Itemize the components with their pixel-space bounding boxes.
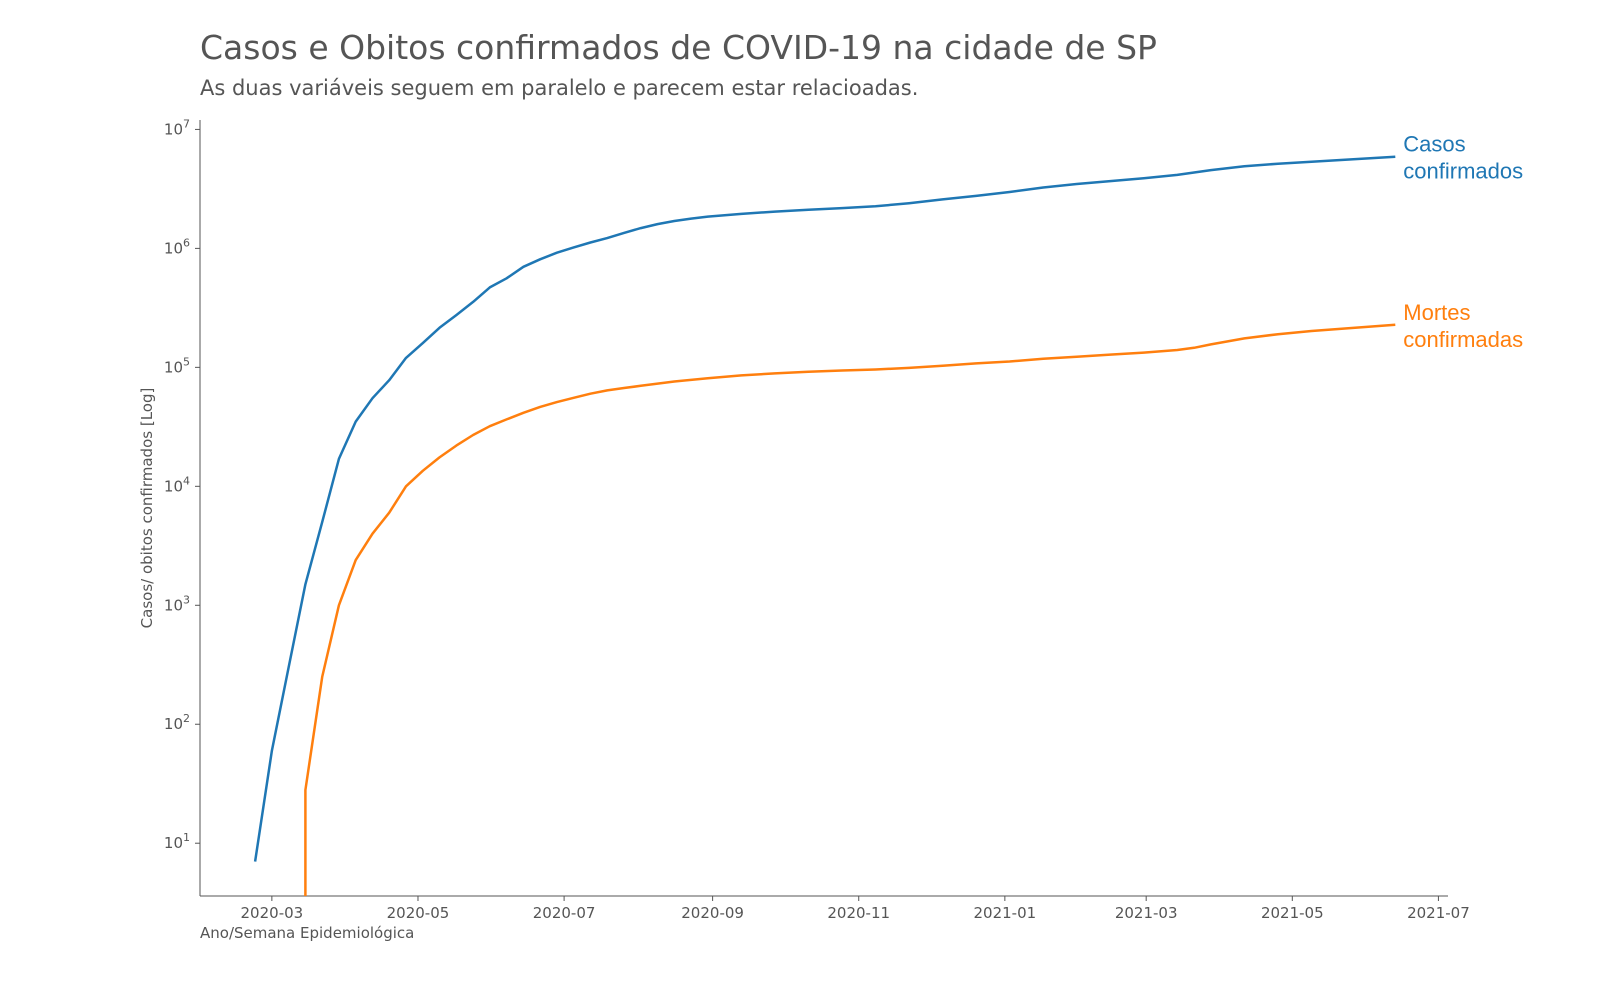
y-tick-label: 103 <box>164 593 190 614</box>
x-tick-label: 2020-07 <box>533 904 596 922</box>
y-axis-title: Casos/ obitos confirmados [Log] <box>138 388 156 629</box>
x-tick-label: 2020-09 <box>681 904 744 922</box>
x-tick-label: 2021-05 <box>1261 904 1324 922</box>
series-line-mortes <box>304 323 1396 896</box>
series-label-mortes: Mortes confirmadas <box>1403 300 1523 352</box>
chart-title: Casos e Obitos confirmados de COVID-19 n… <box>200 28 1157 67</box>
y-tick-label: 105 <box>164 355 190 376</box>
y-tick-label: 104 <box>164 474 190 495</box>
axes <box>199 120 1448 897</box>
series-labels: Casos confirmados Mortes confirmadas <box>1403 132 1523 352</box>
series-line-casos <box>253 155 1396 862</box>
x-tick-label: 2020-11 <box>827 904 890 922</box>
y-tick-label: 102 <box>164 712 190 733</box>
y-tick-label: 101 <box>164 831 190 852</box>
chart-subtitle: As duas variáveis seguem em paralelo e p… <box>200 76 919 100</box>
series-label-casos: Casos confirmados <box>1403 132 1523 184</box>
y-tick-label: 106 <box>164 236 190 257</box>
x-tick-label: 2021-03 <box>1115 904 1178 922</box>
x-tick-label: 2020-03 <box>241 904 304 922</box>
x-axis-title: Ano/Semana Epidemiológica <box>200 924 414 942</box>
x-tick-label: 2020-05 <box>387 904 450 922</box>
x-axis-ticks: 2020-03 2020-05 2020-07 2020-09 2020-11 2021-… <box>241 896 1470 922</box>
y-tick-label: 107 <box>164 117 190 138</box>
series-lines <box>253 155 1396 896</box>
x-tick-label: 2021-07 <box>1407 904 1470 922</box>
y-axis-ticks: 101 102 103 104 105 106 107 <box>164 117 200 852</box>
x-tick-label: 2021-01 <box>974 904 1037 922</box>
